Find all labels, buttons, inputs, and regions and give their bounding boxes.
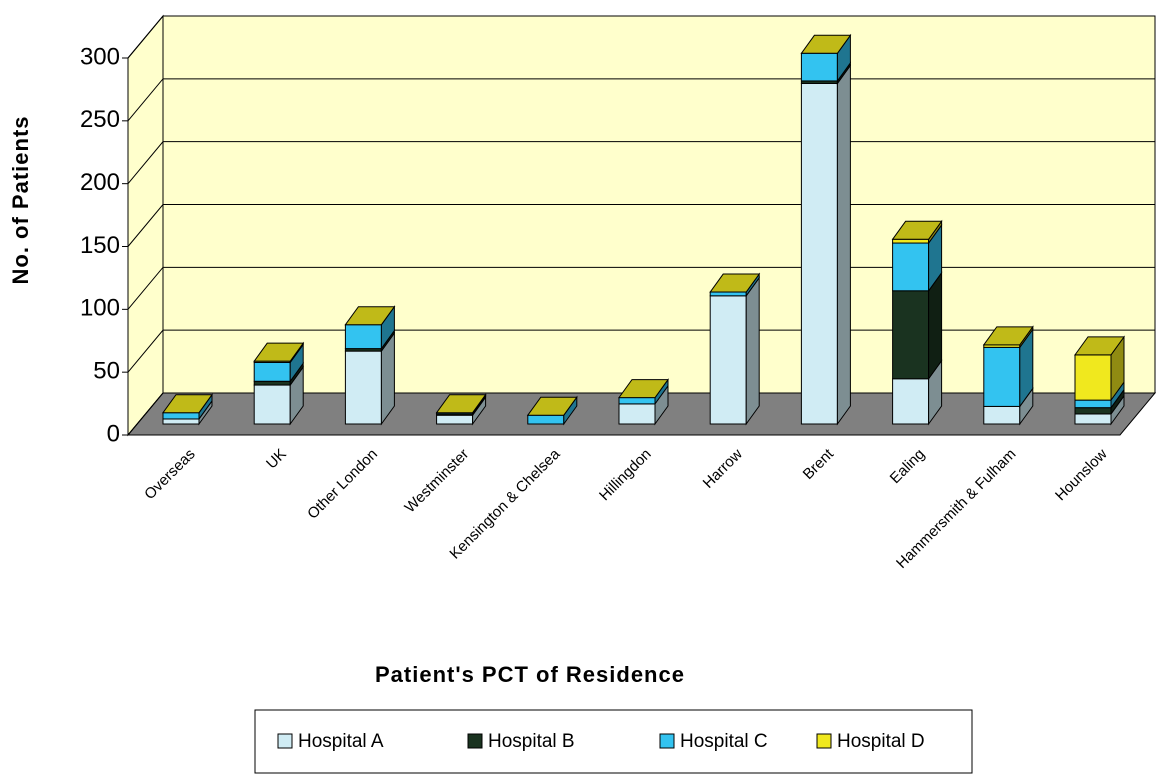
x-tick-label: Other London <box>304 446 381 523</box>
legend-label: Hospital C <box>680 731 768 752</box>
bar-segment <box>1074 413 1112 425</box>
bar-segment <box>709 295 747 425</box>
bar-side <box>836 63 851 426</box>
bar-segment <box>253 361 291 382</box>
bar-top <box>618 379 669 399</box>
bar-segment <box>800 82 838 425</box>
bar-segment <box>527 414 565 425</box>
bar-segment <box>253 384 291 425</box>
bar-segment <box>436 414 474 425</box>
bar-segment <box>344 350 382 425</box>
bar-segment <box>1074 407 1112 415</box>
bar-segment <box>983 346 1021 407</box>
bar-segment <box>162 418 200 425</box>
bar-top <box>253 342 305 362</box>
bar-segment <box>892 242 930 292</box>
legend-swatch <box>816 733 832 749</box>
bar-top <box>344 306 396 326</box>
bar-top <box>435 394 487 414</box>
legend-swatch <box>277 733 293 749</box>
bar-segment <box>618 403 656 425</box>
x-tick-label: Westminster <box>401 446 472 517</box>
x-tick-label: UK <box>263 446 290 473</box>
bar-segment <box>253 380 291 386</box>
bar-segment <box>709 291 747 297</box>
legend-label: Hospital A <box>298 731 384 752</box>
bar-segment <box>618 397 656 405</box>
bar-segment <box>162 412 200 420</box>
x-tick-label: Hillingdon <box>596 446 655 505</box>
y-tick-label: 150 <box>80 232 120 259</box>
y-tick-label: 50 <box>93 358 120 385</box>
bar-segment <box>892 238 930 244</box>
legend-label: Hospital D <box>837 731 925 752</box>
grid-line <box>127 15 1155 59</box>
bar-top <box>526 396 578 416</box>
x-tick-label: Overseas <box>141 446 198 503</box>
x-tick-label: Hounslow <box>1052 446 1111 505</box>
bar-segment <box>800 52 838 82</box>
bar-top <box>800 34 852 54</box>
x-tick-label: Ealing <box>887 446 929 488</box>
bar-segment <box>1074 399 1112 409</box>
bar-segment <box>892 290 930 380</box>
legend-swatch <box>467 733 483 749</box>
y-tick-label: 300 <box>80 43 120 70</box>
x-tick-label: Brent <box>800 445 838 483</box>
bar-top <box>891 220 943 240</box>
bar-top <box>1074 336 1125 356</box>
bar-segment <box>983 405 1021 425</box>
y-tick-label: 250 <box>80 106 120 133</box>
bar-top <box>162 394 213 414</box>
bar-segment <box>344 324 382 350</box>
y-tick-label: 0 <box>107 420 120 447</box>
bar-segment <box>892 378 930 425</box>
bar-top <box>982 326 1034 346</box>
y-tick-label: 200 <box>80 169 120 196</box>
legend-swatch <box>659 733 675 749</box>
bar-top <box>709 273 761 293</box>
bar-side <box>745 276 760 426</box>
x-tick-label: Harrow <box>700 445 746 491</box>
x-axis-title: Patient's PCT of Residence <box>375 662 685 687</box>
legend-label: Hospital B <box>488 731 575 752</box>
y-tick-label: 100 <box>80 295 120 322</box>
y-axis-title: No. of Patients <box>8 115 33 284</box>
bar-segment <box>1074 354 1112 401</box>
legend-box <box>254 709 973 774</box>
